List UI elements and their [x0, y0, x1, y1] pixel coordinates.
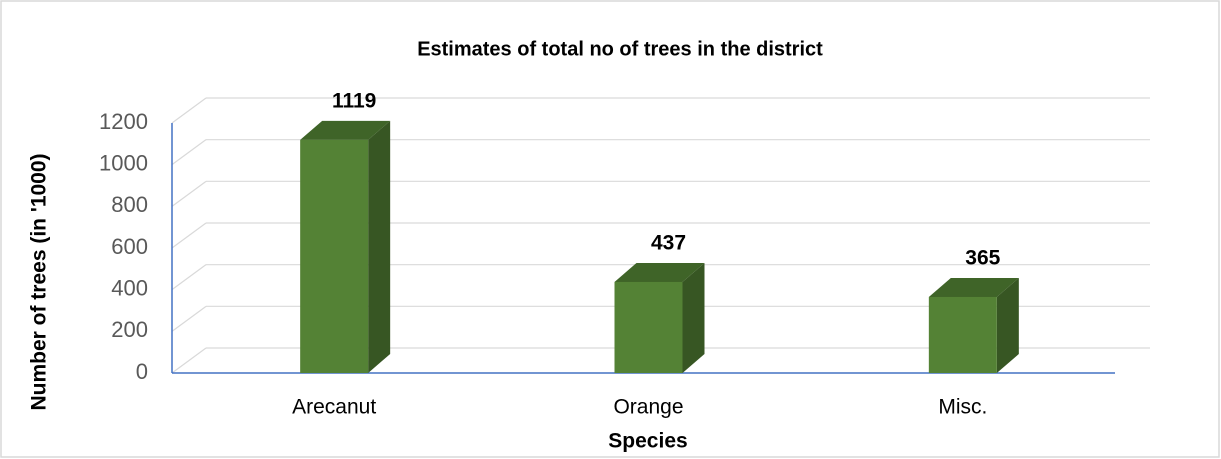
- grid-line-side: [171, 222, 207, 249]
- bar-top: [614, 262, 705, 282]
- chart-title: Estimates of total no of trees in the di…: [417, 38, 823, 60]
- bar: [614, 262, 705, 373]
- data-label: 1119: [332, 89, 376, 112]
- data-label: 437: [651, 232, 686, 255]
- x-tick-label: Orange: [613, 396, 683, 419]
- bar-side: [682, 262, 705, 373]
- grid-line-side: [171, 305, 207, 332]
- bar: [300, 120, 391, 373]
- bar-front: [928, 296, 997, 373]
- x-tick-label: Misc.: [938, 396, 987, 419]
- y-tick-label: 1200: [99, 109, 148, 134]
- bar-top: [928, 277, 1019, 297]
- y-tick-label: 200: [111, 317, 148, 342]
- x-tick-label: Arecanut: [292, 396, 376, 419]
- bar-front: [614, 281, 683, 373]
- grid-line-side: [171, 180, 207, 207]
- grid-line-side: [171, 139, 207, 166]
- y-tick-label: 400: [111, 275, 148, 300]
- grid-line-side: [171, 264, 207, 291]
- bar-side: [996, 277, 1019, 373]
- y-tick-label: 600: [111, 234, 148, 259]
- bar-front: [300, 139, 369, 373]
- grid-line-side: [171, 97, 207, 124]
- grid-line-side: [171, 347, 207, 374]
- bar: [928, 277, 1019, 373]
- x-axis-label: Species: [608, 430, 687, 453]
- bar-side: [368, 120, 391, 373]
- y-tick-label: 1000: [99, 150, 148, 175]
- bar-top: [300, 120, 391, 140]
- y-tick-label: 800: [111, 192, 148, 217]
- y-tick-label: 0: [136, 359, 148, 384]
- data-label: 365: [965, 247, 1000, 270]
- y-axis-label: Number of trees (in '1000): [28, 153, 51, 410]
